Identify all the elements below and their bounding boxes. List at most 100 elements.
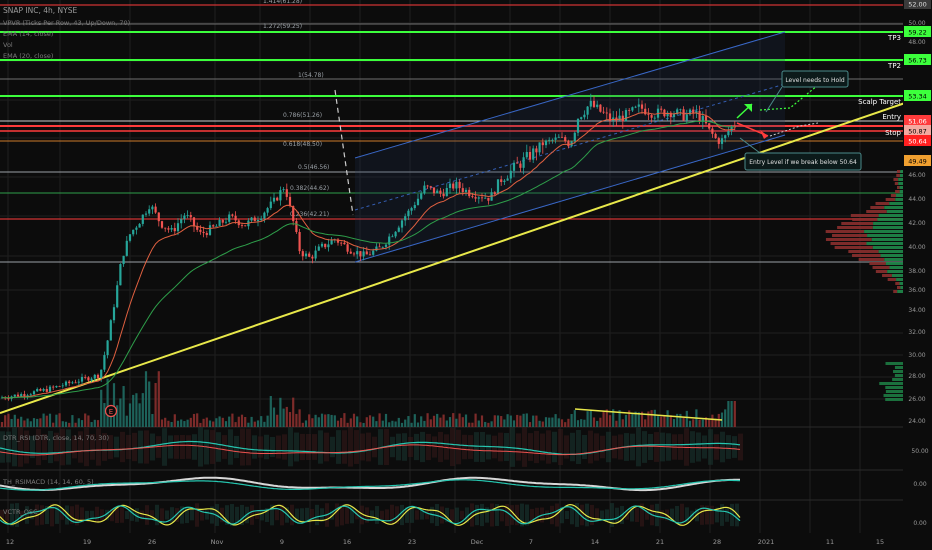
- ema-fast-line: [1, 112, 735, 399]
- price-axis[interactable]: [903, 0, 932, 550]
- vctr-histogram: [170, 507, 174, 523]
- vpvr-down-bar: [875, 270, 888, 273]
- rsi-histogram: [390, 436, 395, 458]
- vpvr-up-bar: [892, 378, 903, 381]
- channel-upper-line: [354, 31, 786, 159]
- volume-bar: [701, 419, 704, 427]
- volume-bar: [698, 419, 701, 427]
- volume-bar: [263, 421, 266, 427]
- candle-body: [228, 214, 231, 222]
- rsi-histogram: [468, 435, 473, 459]
- vctr-histogram: [10, 503, 14, 527]
- volume-bar: [535, 415, 538, 427]
- candle-body: [672, 114, 676, 117]
- volume-bar: [522, 413, 525, 427]
- rsi-histogram: [186, 435, 191, 459]
- candle-body: [724, 135, 727, 139]
- candle-body: [128, 234, 132, 241]
- candle-body: [586, 106, 589, 115]
- time-axis[interactable]: [0, 533, 932, 550]
- candle-body: [164, 227, 167, 229]
- rsi-histogram: [522, 427, 527, 467]
- price-tick-label: 26.00: [908, 396, 925, 403]
- candle-body: [397, 227, 400, 232]
- pane-title-dtr-rsi[interactable]: DTR_RSI (DTR, close, 14, 70, 30): [3, 434, 109, 442]
- indicator-vpvr[interactable]: VPVR (Ticks Per Row, 43, Up/Down, 70): [3, 19, 130, 27]
- vpvr-down-bar: [841, 222, 874, 225]
- volume-bar: [253, 421, 256, 427]
- price-levels: TP3 TP2 Scalp Target Entry Stop: [0, 4, 903, 263]
- callout-entry-level[interactable]: Entry Level if we break below 50.64: [739, 137, 862, 171]
- vctr-histogram: [425, 510, 429, 520]
- candle-body: [343, 242, 346, 245]
- volume-bar: [592, 417, 596, 427]
- vctr-zero-label: 0.00: [913, 520, 927, 527]
- volume-bar: [282, 408, 285, 427]
- candle-body: [208, 225, 212, 235]
- candle-body: [196, 226, 199, 230]
- indicator-ema14[interactable]: EMA (14, close): [3, 30, 53, 38]
- volume-bar: [586, 411, 589, 427]
- rsi-histogram: [114, 436, 119, 458]
- candle-body: [596, 104, 599, 107]
- candle-body: [516, 162, 519, 164]
- rsi-histogram: [174, 435, 179, 459]
- volume-bar: [656, 416, 660, 427]
- vctr-histogram: [410, 507, 414, 523]
- candle-body: [68, 381, 71, 384]
- vctr-histogram: [550, 505, 554, 525]
- candle-body: [688, 109, 692, 115]
- vctr-histogram: [65, 505, 69, 525]
- vctr-histogram: [385, 509, 389, 521]
- pane-title-rsimacd[interactable]: TH_RSIMACD (14, 14, 60, 5): [2, 478, 94, 486]
- rsimacd-zero-label: 0.00: [913, 481, 927, 488]
- candle-body: [244, 225, 247, 227]
- volume-bar: [666, 410, 669, 427]
- volume-bar: [564, 422, 567, 427]
- indicator-vol[interactable]: Vol: [3, 41, 13, 49]
- candle-body: [138, 223, 141, 228]
- vctr-histogram: [645, 510, 649, 520]
- volume-bar: [554, 414, 557, 427]
- earnings-letter: E: [109, 408, 113, 416]
- volume-bar: [189, 417, 192, 427]
- vctr-histogram: [120, 507, 124, 523]
- candle-body: [23, 394, 26, 397]
- time-tick-label: 26: [148, 538, 156, 546]
- candle-body: [215, 225, 218, 227]
- candle-body: [525, 152, 528, 158]
- candle-body: [602, 111, 605, 113]
- dashed-arrow-path: [334, 89, 354, 216]
- price-badge-text: 50.87: [908, 128, 927, 136]
- vpvr-down-bar: [852, 254, 881, 257]
- volume-bar: [269, 396, 272, 427]
- volume-bar: [599, 417, 602, 427]
- rsi-histogram: [30, 435, 35, 459]
- vctr-histogram: [725, 508, 729, 522]
- vpvr-up-bar: [897, 290, 903, 293]
- volume-bar: [490, 421, 493, 427]
- volume-bar: [343, 413, 346, 427]
- candle-body: [87, 377, 90, 381]
- vpvr-up-bar: [900, 286, 903, 289]
- volume-bar: [192, 413, 196, 427]
- indicator-ema20[interactable]: EMA (20, close): [3, 52, 53, 60]
- vpvr-down-bar: [872, 266, 890, 269]
- pane-title-vctr[interactable]: VCTR_OSC: [3, 508, 38, 516]
- rsi-histogram: [714, 434, 719, 460]
- vctr-histogram: [720, 504, 724, 526]
- earnings-marker[interactable]: E: [104, 404, 118, 418]
- vpvr-up-bar: [886, 210, 903, 213]
- vctr-histogram: [710, 505, 714, 525]
- candle-body: [567, 141, 570, 147]
- volume-bar: [228, 416, 231, 427]
- volume-bar: [64, 421, 68, 427]
- candle-body: [631, 107, 634, 111]
- price-tick-label: 44.00: [908, 196, 925, 203]
- volume-bar: [138, 403, 141, 427]
- callout-level-needs-to-hold[interactable]: Level needs to Hold: [765, 70, 849, 113]
- volume-bar: [103, 403, 106, 427]
- vctr-histogram: [265, 508, 269, 522]
- candle-body: [282, 189, 285, 191]
